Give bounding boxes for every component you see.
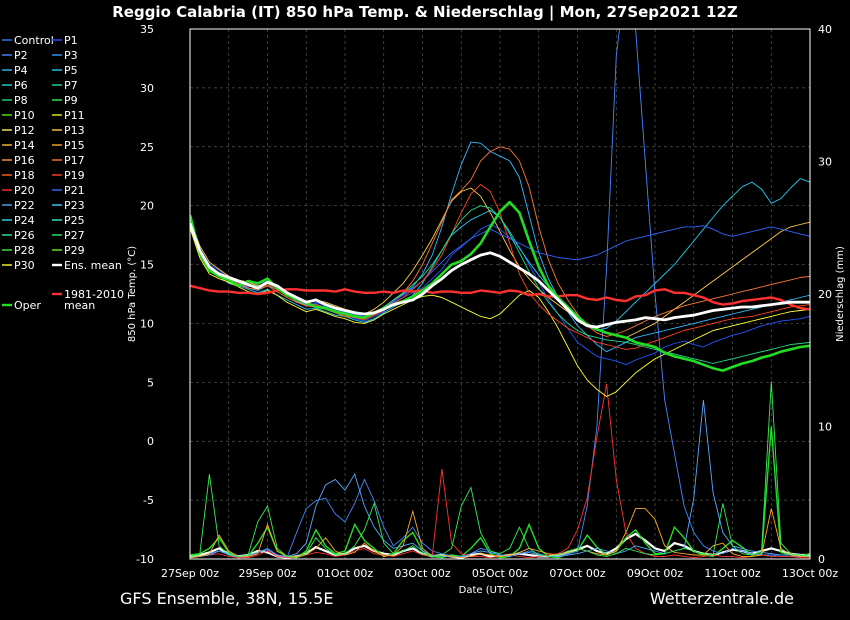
y2-tick-label: 30 bbox=[818, 156, 832, 169]
legend-label: P11 bbox=[64, 109, 85, 122]
grid bbox=[189, 28, 811, 560]
footer-model: GFS Ensemble, 38N, 15.5E bbox=[120, 589, 333, 608]
legend-label: P10 bbox=[14, 109, 35, 122]
y-tick-label: 10 bbox=[140, 317, 154, 330]
legend-label: P1 bbox=[64, 34, 78, 47]
y-tick-label: 25 bbox=[140, 141, 154, 154]
legend-label: P22 bbox=[14, 199, 35, 212]
temp-lines bbox=[190, 141, 810, 397]
x-tick-label: 01Oct 00z bbox=[317, 567, 374, 580]
y-ticks: -10 -5 0 5 10 15 20 25 30 35 bbox=[136, 23, 154, 566]
legend-label: P7 bbox=[64, 79, 78, 92]
temp-line-ens-mean bbox=[190, 222, 810, 329]
legend-label: P17 bbox=[64, 154, 85, 167]
plot-frame bbox=[189, 28, 811, 560]
y-tick-label: -5 bbox=[143, 494, 154, 507]
legend-label: 1981-2010 mean bbox=[64, 288, 124, 312]
x-axis-label: Date (UTC) bbox=[459, 585, 514, 596]
temp-line-1981-2010-mean bbox=[190, 284, 810, 311]
footer-brand: Wetterzentrale.de bbox=[650, 589, 794, 608]
legend-label: P13 bbox=[64, 124, 85, 137]
legend-label: P6 bbox=[14, 79, 28, 92]
legend-label: P9 bbox=[64, 94, 78, 107]
y-tick-label: 30 bbox=[140, 82, 154, 95]
legend-label: P27 bbox=[64, 229, 85, 242]
legend-label: P4 bbox=[14, 64, 28, 77]
x-tick-label: 05Oct 00z bbox=[472, 567, 529, 580]
y-tick-label: 35 bbox=[140, 23, 154, 36]
precip-line-p9 bbox=[190, 381, 810, 559]
x-tick-label: 27Sep 00z bbox=[161, 567, 219, 580]
y-tick-label: 20 bbox=[140, 200, 154, 213]
precip-lines bbox=[190, 29, 810, 559]
y2-axis-label: Niederschlag (mm) bbox=[835, 246, 846, 342]
y2-ticks: 0 10 20 30 40 bbox=[818, 23, 832, 566]
y-tick-label: 5 bbox=[147, 376, 154, 389]
legend-label: P12 bbox=[14, 124, 35, 137]
legend-label: P20 bbox=[14, 184, 35, 197]
legend-label: P25 bbox=[64, 214, 85, 227]
precip-line-p15 bbox=[190, 508, 810, 559]
y-axis-label: 850 hPa Temp. (°C) bbox=[127, 246, 138, 342]
legend-label: P30 bbox=[14, 259, 35, 272]
legend-label: P3 bbox=[64, 49, 78, 62]
x-tick-label: 11Oct 00z bbox=[704, 567, 761, 580]
x-tick-label: 09Oct 00z bbox=[627, 567, 684, 580]
y-tick-label: 15 bbox=[140, 259, 154, 272]
legend-label: P18 bbox=[14, 169, 35, 182]
y2-tick-label: 10 bbox=[818, 421, 832, 434]
legend-label: P21 bbox=[64, 184, 85, 197]
chart-title: Reggio Calabria (IT) 850 hPa Temp. & Nie… bbox=[112, 3, 738, 22]
legend-label: P29 bbox=[64, 244, 85, 257]
legend-label: P8 bbox=[14, 94, 28, 107]
temp-line-p8 bbox=[190, 205, 810, 364]
y2-tick-label: 0 bbox=[818, 553, 825, 566]
x-tick-label: 07Oct 00z bbox=[549, 567, 606, 580]
legend-label: P5 bbox=[64, 64, 78, 77]
legend: Control P1 P2 P3 P4 P5 P6 P7 P8 P9 P10 P11 P12 P13 P14… bbox=[2, 34, 124, 312]
precip-line-p22 bbox=[190, 399, 810, 559]
x-tick-label: 13Oct 00z bbox=[782, 567, 839, 580]
legend-label: P15 bbox=[64, 139, 85, 152]
legend-label: P14 bbox=[14, 139, 35, 152]
x-tick-label: 03Oct 00z bbox=[394, 567, 451, 580]
legend-label: Ens. mean bbox=[64, 259, 122, 272]
y-tick-label: -10 bbox=[136, 553, 154, 566]
x-ticks: 27Sep 00z 29Sep 00z 01Oct 00z 03Oct 00z 05Oc… bbox=[161, 567, 838, 580]
y-tick-label: 0 bbox=[147, 435, 154, 448]
y2-tick-label: 40 bbox=[818, 23, 832, 36]
legend-label: P24 bbox=[14, 214, 35, 227]
precip-line-p20 bbox=[190, 384, 810, 559]
legend-label: Control bbox=[14, 34, 54, 47]
temp-line-oper bbox=[190, 200, 810, 372]
x-tick-label: 29Sep 00z bbox=[239, 567, 297, 580]
legend-label: P23 bbox=[64, 199, 85, 212]
legend-label: P28 bbox=[14, 244, 35, 257]
y2-tick-label: 20 bbox=[818, 288, 832, 301]
temp-line-p30 bbox=[190, 227, 810, 397]
legend-label: Oper bbox=[14, 299, 41, 312]
legend-label: P2 bbox=[14, 49, 28, 62]
legend-label: P16 bbox=[14, 154, 35, 167]
legend-label: P26 bbox=[14, 229, 35, 242]
legend-label: P19 bbox=[64, 169, 85, 182]
